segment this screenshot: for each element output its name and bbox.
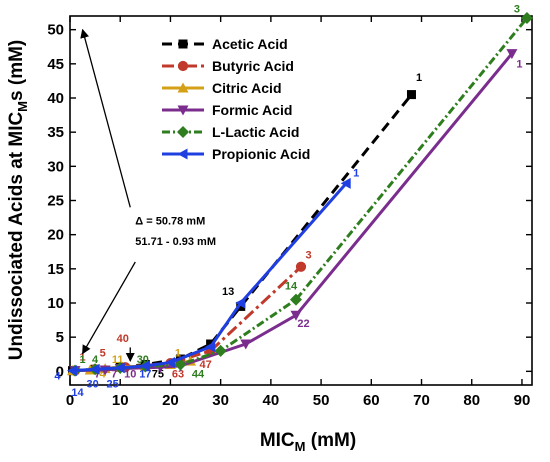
y-tick-label: 30 [47, 158, 64, 175]
point-label: 4 [92, 354, 99, 366]
legend-swatch-marker [178, 39, 188, 49]
legend-item: L-Lactic Acid [162, 124, 299, 140]
x-tick-label: 60 [363, 392, 380, 409]
point-label: 1 [353, 168, 359, 180]
legend-swatch-marker [177, 148, 188, 160]
x-tick-label: 50 [313, 392, 330, 409]
point-label: 10 [124, 368, 136, 380]
point-label: 63 [172, 368, 184, 380]
x-tick-label: 20 [162, 392, 179, 409]
data-point [340, 177, 351, 189]
legend-item: Acetic Acid [162, 36, 288, 52]
y-tick-label: 5 [56, 329, 64, 346]
legend-swatch-marker [177, 60, 189, 72]
data-point [114, 362, 125, 374]
y-tick-label: 50 [47, 22, 64, 39]
legend-item: Formic Acid [162, 102, 292, 118]
point-label: 4 [54, 371, 61, 383]
legend-label: Citric Acid [212, 80, 282, 96]
point-label: 75 [152, 368, 164, 380]
legend-label: Propionic Acid [212, 146, 310, 162]
y-axis-title: Undissociated Acids at MICMs (mM) [6, 40, 30, 361]
y-tick-label: 20 [47, 227, 64, 244]
y-tick-label: 10 [47, 295, 64, 312]
data-point [67, 365, 78, 377]
y-tick-label: 40 [47, 90, 64, 107]
x-tick-label: 0 [66, 392, 74, 409]
x-tick-label: 80 [463, 392, 480, 409]
data-point [174, 358, 187, 371]
point-label: 1 [79, 354, 85, 366]
point-label: 44 [192, 368, 205, 380]
x-tick-label: 70 [413, 392, 430, 409]
y-tick-label: 45 [47, 56, 64, 73]
point-label: 5 [100, 347, 106, 359]
data-point [214, 344, 227, 357]
point-label: 7 [111, 368, 117, 380]
y-tick-label: 25 [47, 193, 64, 210]
data-point [406, 90, 416, 100]
x-tick-label: 90 [514, 392, 531, 409]
y-tick-label: 15 [47, 261, 64, 278]
point-label: 1 [516, 58, 522, 70]
legend-item: Citric Acid [162, 80, 282, 96]
data-point [290, 310, 302, 321]
data-point [235, 297, 246, 309]
point-label: 7 [95, 368, 101, 380]
point-label: 17 [139, 368, 151, 380]
x-tick-label: 30 [212, 392, 229, 409]
delta-arrow-up [80, 28, 131, 208]
series-layer: 1137534051634711141221077314304144141430… [54, 4, 533, 399]
x-tick-label: 10 [112, 392, 129, 409]
data-point [295, 261, 307, 272]
y-tick-label: 35 [47, 124, 64, 141]
point-label: 14 [285, 280, 298, 292]
x-tick-label: 40 [263, 392, 280, 409]
legend-item: Butyric Acid [162, 58, 294, 74]
point-label: 30 [86, 379, 98, 391]
data-point [89, 363, 100, 375]
point-label: 1 [175, 347, 181, 359]
legend-label: Acetic Acid [212, 36, 288, 52]
data-point [236, 301, 246, 311]
point-label: 14 [71, 387, 84, 399]
y-tick-label: 0 [56, 363, 64, 380]
point-label: 25 [107, 379, 119, 391]
legend-swatch-marker [177, 82, 189, 93]
data-point [240, 339, 252, 350]
legend: Acetic Acid Butyric Acid Citric Acid Formic… [162, 36, 310, 162]
legend-label: Butyric Acid [212, 58, 294, 74]
point-label: 3 [514, 4, 520, 16]
point-label: 22 [297, 318, 309, 330]
data-point [139, 360, 150, 372]
data-point [205, 341, 216, 353]
point-label: 40 [117, 333, 129, 345]
delta-text: Δ = 50.78 mM [135, 215, 205, 227]
legend-item: Propionic Acid [162, 146, 310, 162]
legend-label: L-Lactic Acid [212, 124, 299, 140]
data-point [506, 49, 518, 60]
point-label: 47 [199, 359, 211, 371]
data-point [164, 356, 175, 368]
legend-swatch-marker [177, 105, 189, 116]
data-point [289, 293, 302, 306]
legend-swatch-marker [177, 126, 189, 138]
point-label: 4 [100, 368, 107, 380]
delta-arrow-down [81, 261, 136, 355]
data-point [520, 12, 533, 25]
point-label: 1 [416, 72, 422, 84]
legend-label: Formic Acid [212, 102, 292, 118]
point-label: 1 [79, 351, 85, 363]
point-label: 13 [222, 286, 234, 298]
range-text: 51.71 - 0.93 mM [135, 236, 216, 248]
point-label: 3 [305, 250, 311, 262]
x-axis-title: MICM (mM) [260, 430, 356, 454]
point-label: 11 [112, 354, 124, 366]
annotations-layer: Δ = 50.78 mM 51.71 - 0.93 mM [80, 28, 216, 362]
